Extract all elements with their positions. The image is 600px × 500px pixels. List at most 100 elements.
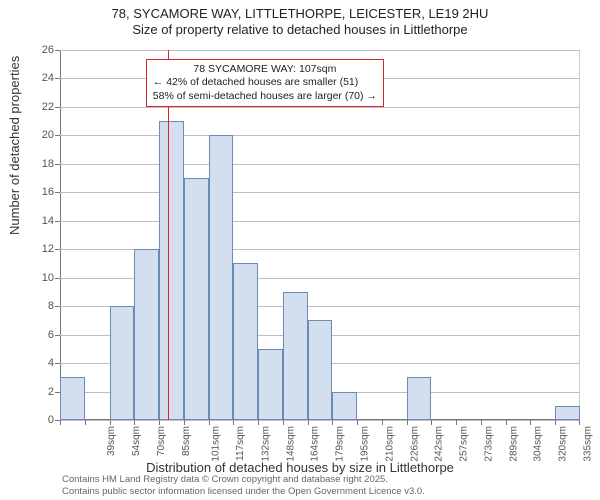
- x-tick-mark: [506, 420, 507, 425]
- y-tick-label: 4: [30, 357, 54, 369]
- histogram-bar: [555, 406, 580, 420]
- y-tick-label: 2: [30, 386, 54, 398]
- annotation-box: 78 SYCAMORE WAY: 107sqm← 42% of detached…: [146, 59, 384, 106]
- chart-title: 78, SYCAMORE WAY, LITTLETHORPE, LEICESTE…: [0, 6, 600, 39]
- y-tick-mark: [55, 335, 60, 336]
- y-tick-label: 8: [30, 300, 54, 312]
- plot-area: 0246810121416182022242639sqm54sqm70sqm85…: [60, 50, 580, 420]
- title-line-1: 78, SYCAMORE WAY, LITTLETHORPE, LEICESTE…: [0, 6, 600, 22]
- y-tick-mark: [55, 50, 60, 51]
- y-tick-mark: [55, 249, 60, 250]
- grid-line: [60, 135, 580, 136]
- x-tick-label: 54sqm: [131, 426, 142, 456]
- histogram-bar: [159, 121, 184, 420]
- x-tick-label: 335sqm: [582, 426, 593, 462]
- x-tick-mark: [233, 420, 234, 425]
- x-tick-mark: [382, 420, 383, 425]
- histogram-bar: [258, 349, 283, 420]
- x-tick-mark: [159, 420, 160, 425]
- x-tick-label: 179sqm: [335, 426, 346, 462]
- x-axis-label: Distribution of detached houses by size …: [0, 460, 600, 475]
- x-tick-mark: [579, 420, 580, 425]
- x-tick-mark: [209, 420, 210, 425]
- grid-line: [60, 50, 580, 51]
- histogram-bar: [407, 377, 432, 420]
- axis-right: [579, 50, 580, 420]
- x-tick-label: 85sqm: [181, 426, 192, 456]
- y-tick-label: 12: [30, 243, 54, 255]
- title-line-2: Size of property relative to detached ho…: [0, 22, 600, 38]
- y-axis-label: Number of detached properties: [7, 56, 22, 235]
- y-tick-label: 18: [30, 158, 54, 170]
- x-tick-label: 148sqm: [285, 426, 296, 462]
- y-tick-label: 6: [30, 329, 54, 341]
- x-tick-mark: [110, 420, 111, 425]
- x-tick-label: 132sqm: [261, 426, 272, 462]
- y-tick-mark: [55, 107, 60, 108]
- y-tick-mark: [55, 221, 60, 222]
- x-tick-label: 304sqm: [533, 426, 544, 462]
- grid-line: [60, 221, 580, 222]
- x-tick-mark: [407, 420, 408, 425]
- x-tick-mark: [431, 420, 432, 425]
- y-tick-label: 24: [30, 72, 54, 84]
- y-tick-mark: [55, 363, 60, 364]
- histogram-bar: [134, 249, 159, 420]
- x-tick-mark: [530, 420, 531, 425]
- x-tick-label: 320sqm: [558, 426, 569, 462]
- footer-line-1: Contains HM Land Registry data © Crown c…: [62, 474, 425, 485]
- histogram-bar: [110, 306, 135, 420]
- grid-line: [60, 420, 580, 421]
- x-tick-label: 242sqm: [434, 426, 445, 462]
- y-tick-mark: [55, 164, 60, 165]
- x-tick-mark: [60, 420, 61, 425]
- x-tick-mark: [258, 420, 259, 425]
- x-tick-label: 210sqm: [384, 426, 395, 462]
- x-tick-label: 101sqm: [211, 426, 222, 462]
- grid-line: [60, 107, 580, 108]
- axis-left: [60, 50, 61, 420]
- y-tick-mark: [55, 78, 60, 79]
- histogram-bar: [233, 263, 258, 420]
- x-tick-label: 70sqm: [156, 426, 167, 456]
- x-tick-mark: [134, 420, 135, 425]
- x-tick-mark: [283, 420, 284, 425]
- annotation-line: ← 42% of detached houses are smaller (51…: [153, 76, 377, 89]
- x-tick-label: 195sqm: [360, 426, 371, 462]
- y-tick-label: 26: [30, 44, 54, 56]
- y-tick-label: 0: [30, 414, 54, 426]
- y-tick-mark: [55, 306, 60, 307]
- x-tick-label: 164sqm: [310, 426, 321, 462]
- y-tick-mark: [55, 192, 60, 193]
- histogram-bar: [184, 178, 209, 420]
- annotation-line: 78 SYCAMORE WAY: 107sqm: [153, 63, 377, 76]
- annotation-line: 58% of semi-detached houses are larger (…: [153, 90, 377, 103]
- chart-container: 78, SYCAMORE WAY, LITTLETHORPE, LEICESTE…: [0, 0, 600, 500]
- x-tick-label: 39sqm: [106, 426, 117, 456]
- footer-line-2: Contains public sector information licen…: [62, 486, 425, 497]
- x-tick-label: 117sqm: [235, 426, 246, 461]
- x-tick-mark: [481, 420, 482, 425]
- y-tick-label: 10: [30, 272, 54, 284]
- x-tick-mark: [456, 420, 457, 425]
- x-tick-mark: [184, 420, 185, 425]
- x-tick-label: 226sqm: [409, 426, 420, 462]
- x-tick-mark: [357, 420, 358, 425]
- histogram-bar: [332, 392, 357, 420]
- y-tick-label: 22: [30, 101, 54, 113]
- x-tick-mark: [332, 420, 333, 425]
- x-tick-label: 289sqm: [508, 426, 519, 462]
- grid-line: [60, 164, 580, 165]
- y-tick-label: 16: [30, 186, 54, 198]
- x-tick-mark: [308, 420, 309, 425]
- x-tick-label: 273sqm: [483, 426, 494, 462]
- grid-line: [60, 192, 580, 193]
- histogram-bar: [283, 292, 308, 420]
- y-tick-mark: [55, 135, 60, 136]
- x-tick-mark: [85, 420, 86, 425]
- y-tick-mark: [55, 278, 60, 279]
- histogram-bar: [60, 377, 85, 420]
- histogram-bar: [209, 135, 234, 420]
- footer-attribution: Contains HM Land Registry data © Crown c…: [62, 474, 425, 497]
- y-tick-label: 20: [30, 129, 54, 141]
